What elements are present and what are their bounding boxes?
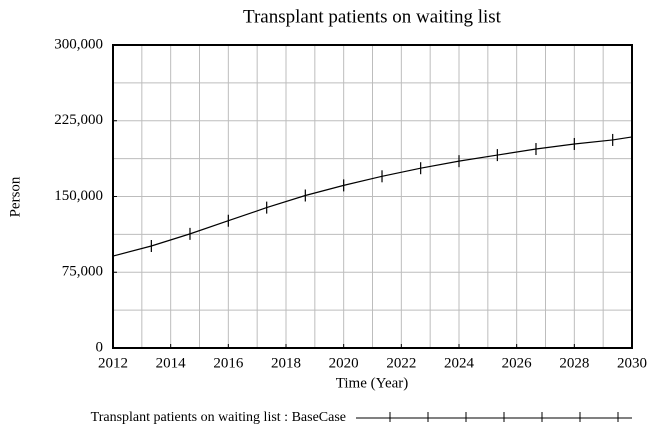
x-tick-label: 2016 — [213, 355, 244, 371]
x-tick-label: 2018 — [271, 355, 301, 371]
x-tick-label: 2026 — [502, 355, 533, 371]
x-tick-label: 2030 — [617, 355, 647, 371]
x-axis-label: Time (Year) — [336, 375, 409, 391]
x-tick-label: 2028 — [559, 355, 589, 371]
plot-frame — [112, 44, 633, 349]
x-tick-label: 2020 — [329, 355, 359, 371]
y-axis-label: Person — [7, 176, 23, 217]
legend-label: Transplant patients on waiting list : Ba… — [91, 410, 346, 425]
y-tick-label: 300,000 — [54, 36, 103, 52]
y-tick-label: 75,000 — [62, 264, 103, 280]
x-tick-label: 2012 — [98, 355, 128, 371]
y-tick-label: 150,000 — [54, 188, 103, 204]
y-tick-label: 0 — [96, 339, 104, 355]
x-tick-label: 2022 — [386, 355, 416, 371]
x-tick-label: 2014 — [156, 355, 187, 371]
chart-title: Transplant patients on waiting list — [243, 6, 502, 27]
y-tick-label: 225,000 — [54, 112, 103, 128]
x-tick-label: 2024 — [444, 355, 475, 371]
